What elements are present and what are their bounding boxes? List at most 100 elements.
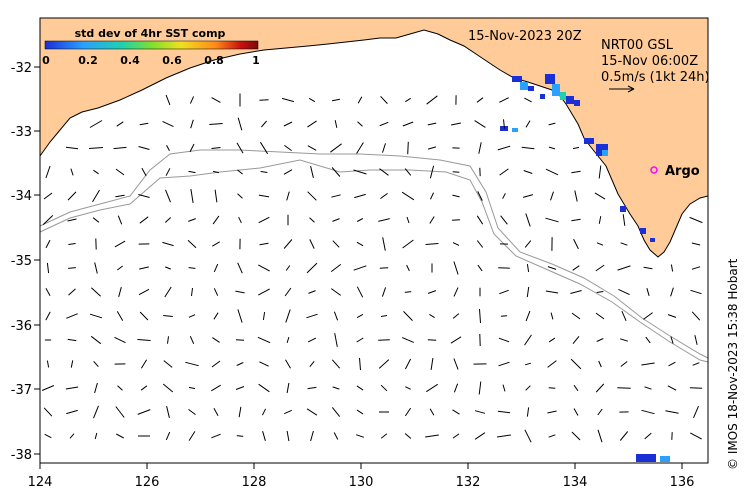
current-vector [617,265,631,271]
current-vector [380,384,388,392]
current-vector [213,263,219,273]
current-vector [262,431,266,441]
current-vector [166,405,170,419]
current-vector [479,308,481,324]
colorbar-gradient [44,40,259,50]
current-vector [236,142,244,154]
current-vector [452,242,460,246]
current-vector [140,359,148,369]
current-vector [453,287,459,297]
current-vector [597,408,603,416]
current-vector [137,409,151,415]
current-vector [68,267,76,269]
current-vector [574,190,578,202]
current-vector [283,409,293,415]
current-vector [452,433,460,439]
colorbar-tick: 0.2 [78,54,98,67]
current-vector [114,336,126,344]
current-vector [401,191,415,201]
current-vector [356,241,364,247]
current-vector [453,358,459,370]
current-vector [310,430,314,442]
current-vector [427,122,437,126]
current-vector [380,433,388,439]
current-vector [691,266,701,270]
current-vector [190,119,194,129]
current-vector [167,336,169,344]
current-vector [285,309,291,323]
current-vector [67,191,77,201]
y-tick-label: -33 [11,125,32,140]
y-tick-label: -32 [11,61,32,76]
current-vector [525,120,531,128]
current-vector [426,383,438,393]
current-vector [307,120,317,128]
current-vector [572,335,580,345]
current-vector [66,313,78,319]
current-vector [45,165,51,179]
current-vector [332,386,340,390]
current-vector [547,266,557,270]
current-vector [163,360,173,368]
current-vector [115,168,125,176]
y-tick-label: -34 [11,189,32,204]
current-vector [284,144,292,152]
current-vector [41,385,55,391]
current-vector [550,312,554,320]
current-vector [185,361,199,367]
current-vector [308,290,316,294]
current-vector [259,242,269,246]
current-vector [670,287,674,297]
current-vector [261,408,267,416]
current-vector [498,337,510,343]
current-vector [452,219,460,221]
current-vector [406,216,410,224]
current-vector [89,147,103,149]
current-vector [93,360,99,368]
current-vector [238,216,242,224]
current-vector [70,168,74,176]
current-vector [189,96,195,104]
current-vector [138,146,150,150]
current-vector [620,338,628,342]
current-vector [380,192,388,200]
current-vector [694,335,698,345]
current-vector [354,193,366,199]
current-vector [260,171,268,173]
current-vector [692,362,700,366]
current-vector [114,240,126,248]
current-vector [571,170,581,174]
current-vector [524,334,532,346]
current-vector [548,337,556,343]
y-tick-label: -36 [11,319,32,334]
current-vector [357,96,363,104]
current-vector [523,170,533,174]
current-vector [94,262,98,274]
current-vector [356,434,364,438]
current-vector [66,409,78,415]
current-vector [690,289,702,295]
current-vector [452,313,460,319]
current-vector [427,146,437,150]
current-vector [524,240,532,248]
current-vector [188,267,196,269]
current-vector [332,240,340,248]
current-vector [306,313,318,319]
current-vector [283,121,293,127]
current-vector [497,410,511,414]
current-vector [237,193,243,199]
current-vector [526,407,530,417]
current-vector [141,167,147,177]
current-vector [573,384,579,392]
current-vector [89,313,103,319]
current-vector [643,266,653,270]
current-vector [43,192,53,200]
current-vector [596,242,604,246]
current-vector [165,189,171,203]
current-vector [116,311,124,321]
current-vector [331,359,341,369]
current-vector [258,194,270,198]
current-vector [211,97,221,103]
current-vector [309,239,315,249]
current-vector [188,431,196,441]
